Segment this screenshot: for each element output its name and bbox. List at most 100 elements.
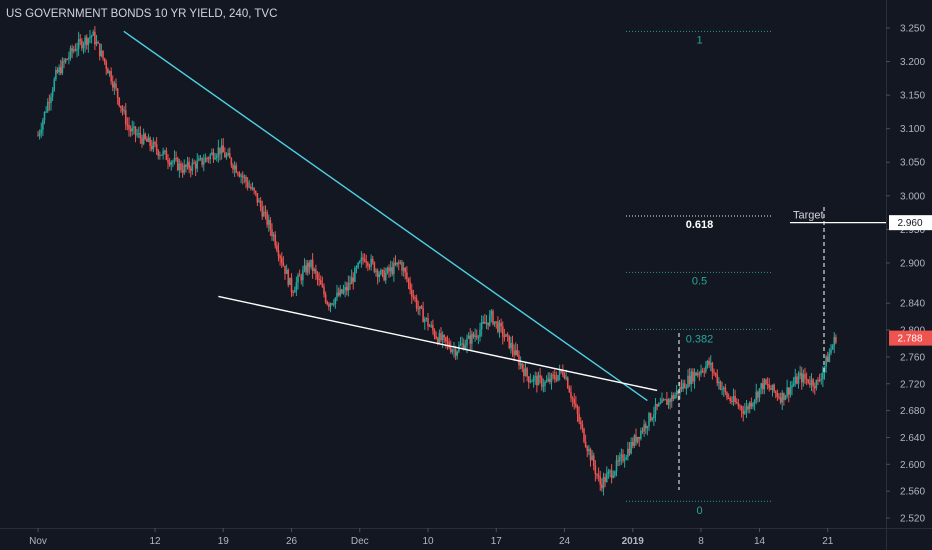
candle-body (615, 460, 618, 472)
candle-body (669, 399, 671, 402)
candle-body (677, 390, 680, 394)
candle-body (835, 337, 837, 343)
candle-body (545, 381, 548, 383)
candle-body (471, 333, 473, 344)
candle-body (578, 413, 580, 422)
candle-body (168, 162, 171, 165)
candle-body (576, 406, 579, 414)
y-tick-label: 2.950 (900, 225, 925, 236)
candle-body (237, 172, 239, 174)
candle-body (745, 406, 748, 411)
candle-body (566, 377, 569, 388)
candle-body (451, 350, 454, 352)
candle-body (740, 406, 743, 411)
candle-body (529, 381, 532, 383)
candle-body (64, 59, 67, 63)
candle-body (345, 287, 348, 291)
candle-body (747, 406, 749, 410)
candle-body (175, 157, 177, 159)
candle-body (368, 266, 371, 268)
candle-body (131, 127, 134, 132)
candle-body (599, 476, 602, 485)
candle-body (519, 363, 522, 366)
candle-body (792, 383, 795, 386)
target-label: Target (793, 210, 824, 222)
candle-body (128, 124, 130, 130)
candle-body (690, 371, 693, 385)
candle-body (323, 286, 325, 295)
candle-body (363, 259, 366, 262)
x-tick-label: 8 (698, 536, 704, 547)
candle-body (614, 471, 616, 476)
candle-body (150, 145, 153, 150)
candle-body (146, 138, 148, 142)
candle-body (653, 414, 655, 419)
candle-body (248, 186, 251, 188)
candle-body (102, 50, 104, 59)
candle-body (679, 386, 681, 394)
candle-body (406, 272, 408, 279)
candle-body (246, 182, 249, 187)
candle-body (162, 151, 164, 156)
candle-body (482, 321, 485, 323)
candle-body (654, 404, 657, 415)
candle-body (133, 126, 135, 128)
candle-body (479, 329, 481, 337)
y-tick-label: 2.600 (900, 460, 925, 471)
candle-body (43, 111, 46, 121)
candle-body (415, 298, 418, 309)
candle-body (474, 335, 476, 337)
candle-body (526, 368, 528, 377)
candle-body (95, 41, 98, 45)
candle-body (220, 145, 223, 154)
candle-body (360, 257, 363, 262)
candle-body (85, 37, 88, 45)
candle-body (672, 395, 675, 399)
candle-body (534, 376, 537, 378)
candle-body (391, 267, 394, 275)
candle-body (752, 403, 754, 407)
candle-body (774, 391, 777, 394)
candle-body (388, 267, 390, 272)
fib-level-label: 0.5 (692, 275, 707, 287)
candle-body (316, 273, 319, 279)
candle-body (763, 379, 766, 390)
candle-body (726, 392, 728, 399)
candle-body (552, 374, 554, 376)
x-tick-label: 26 (286, 536, 298, 547)
candle-body (163, 150, 166, 152)
candle-body (542, 385, 545, 387)
candle-body (783, 392, 785, 400)
candle-body (285, 269, 288, 274)
candle-body (344, 287, 346, 291)
candle-body (732, 395, 735, 403)
candle-body (79, 39, 82, 41)
candle-body (490, 311, 493, 316)
candle-body (55, 69, 57, 80)
candle-body (446, 341, 449, 343)
candle-body (488, 315, 491, 326)
candle-body (367, 262, 369, 267)
candle-body (628, 448, 631, 454)
x-tick-label: 24 (559, 536, 571, 547)
candle-body (604, 477, 606, 482)
candle-body (324, 294, 327, 302)
candle-body (250, 186, 252, 189)
candle-body (233, 165, 236, 170)
candle-body (243, 177, 246, 179)
candle-body (407, 278, 410, 283)
candle-body (331, 303, 333, 305)
candle-body (45, 111, 47, 113)
candle-body (760, 383, 762, 389)
candle-body (334, 297, 337, 304)
trendline (123, 30, 648, 402)
candle-body (480, 322, 483, 330)
candle-body (555, 378, 558, 381)
candle-body (354, 268, 356, 282)
candle-body (714, 373, 717, 375)
candle-body (274, 234, 277, 246)
price-tag-box (889, 215, 932, 231)
candle-body (635, 435, 637, 443)
candle-body (770, 388, 772, 390)
